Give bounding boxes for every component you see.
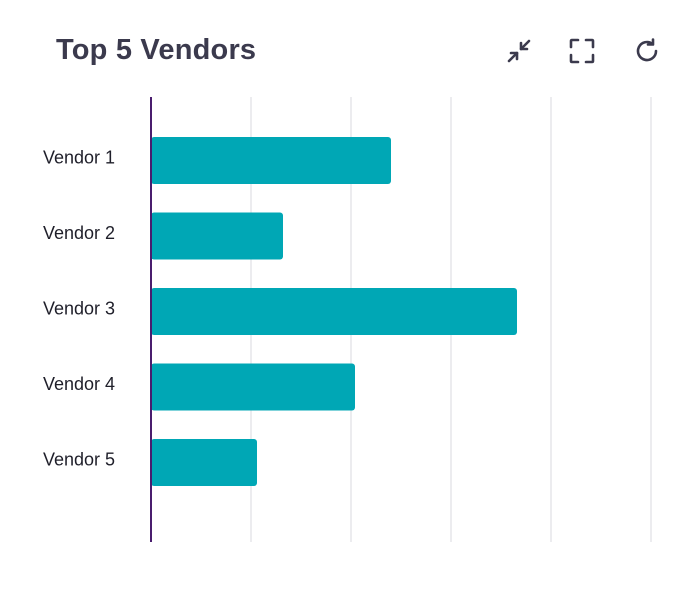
bar-1[interactable]: [151, 137, 391, 184]
category-label: Vendor 1: [43, 147, 115, 167]
refresh-button[interactable]: [630, 34, 664, 68]
bar-4[interactable]: [151, 363, 355, 411]
collapse-arrows-icon: [507, 39, 531, 63]
collapse-button[interactable]: [502, 34, 536, 68]
fullscreen-corners-icon: [569, 38, 595, 64]
bars: [151, 137, 517, 486]
chart-toolbar: [500, 34, 670, 70]
bar-5[interactable]: [151, 439, 257, 486]
chart-title: Top 5 Vendors: [56, 34, 257, 66]
category-labels: Vendor 1 Vendor 2 Vendor 3 Vendor 4 Vendor 5: [43, 147, 115, 469]
category-label: Vendor 4: [43, 374, 115, 394]
category-label: Vendor 5: [43, 449, 115, 469]
refresh-icon: [636, 38, 658, 62]
fullscreen-button[interactable]: [565, 34, 599, 68]
bar-3[interactable]: [151, 288, 517, 335]
category-label: Vendor 3: [43, 298, 115, 318]
bar-2[interactable]: [151, 212, 283, 260]
category-label: Vendor 2: [43, 223, 115, 243]
